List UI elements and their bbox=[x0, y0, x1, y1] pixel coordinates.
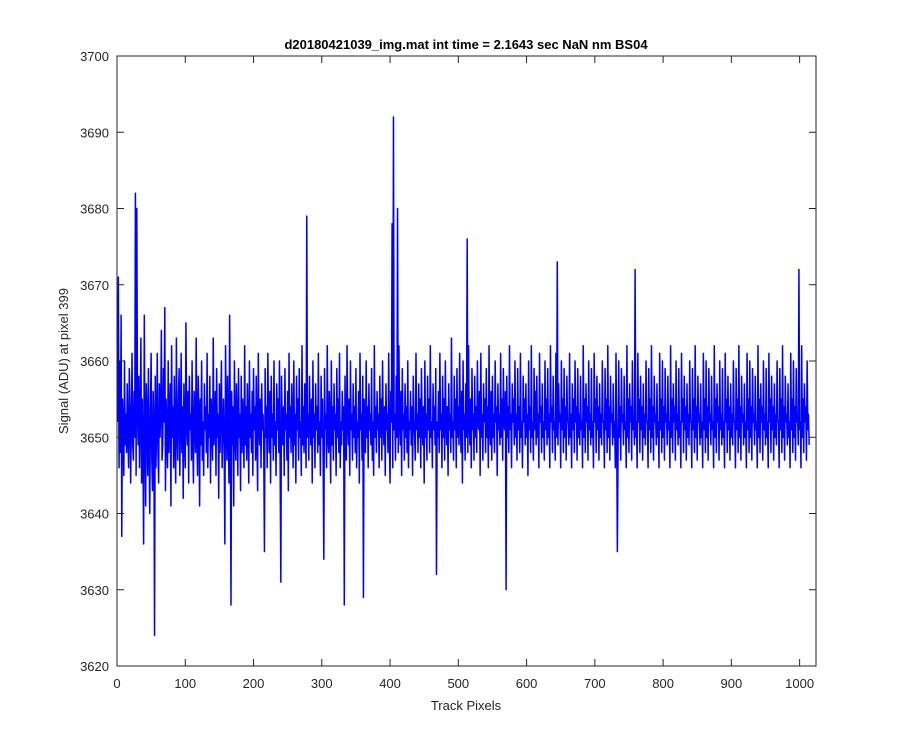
series-layer bbox=[116, 116, 810, 637]
x-tick-label: 0 bbox=[113, 676, 120, 691]
signal-series-line bbox=[116, 116, 810, 637]
x-tick-label: 700 bbox=[584, 676, 606, 691]
x-tick-label: 900 bbox=[721, 676, 743, 691]
x-tick-label: 500 bbox=[447, 676, 469, 691]
x-tick-label: 100 bbox=[174, 676, 196, 691]
x-tick-label: 300 bbox=[311, 676, 333, 691]
x-axis-label: Track Pixels bbox=[431, 698, 502, 713]
y-tick-label: 3670 bbox=[80, 278, 109, 293]
chart-title: d20180421039_img.mat int time = 2.1643 s… bbox=[284, 37, 648, 52]
x-tick-label: 200 bbox=[243, 676, 265, 691]
x-tick-label: 800 bbox=[652, 676, 674, 691]
x-ticks: 0 100 200 300 400 500 600 700 800 900 1000 bbox=[113, 56, 814, 691]
y-tick-label: 3700 bbox=[80, 49, 109, 64]
y-tick-label: 3640 bbox=[80, 507, 109, 522]
x-tick-label: 1000 bbox=[785, 676, 814, 691]
x-tick-label: 600 bbox=[516, 676, 538, 691]
y-tick-label: 3680 bbox=[80, 202, 109, 217]
y-tick-label: 3620 bbox=[80, 659, 109, 674]
y-tick-label: 3690 bbox=[80, 125, 109, 140]
y-axis-label: Signal (ADU) at pixel 399 bbox=[56, 288, 71, 434]
y-tick-label: 3630 bbox=[80, 583, 109, 598]
y-tick-label: 3650 bbox=[80, 430, 109, 445]
y-tick-label: 3660 bbox=[80, 354, 109, 369]
x-tick-label: 400 bbox=[379, 676, 401, 691]
y-ticks: 3620 3630 3640 3650 3660 3670 3680 3690 3700 bbox=[80, 49, 816, 674]
